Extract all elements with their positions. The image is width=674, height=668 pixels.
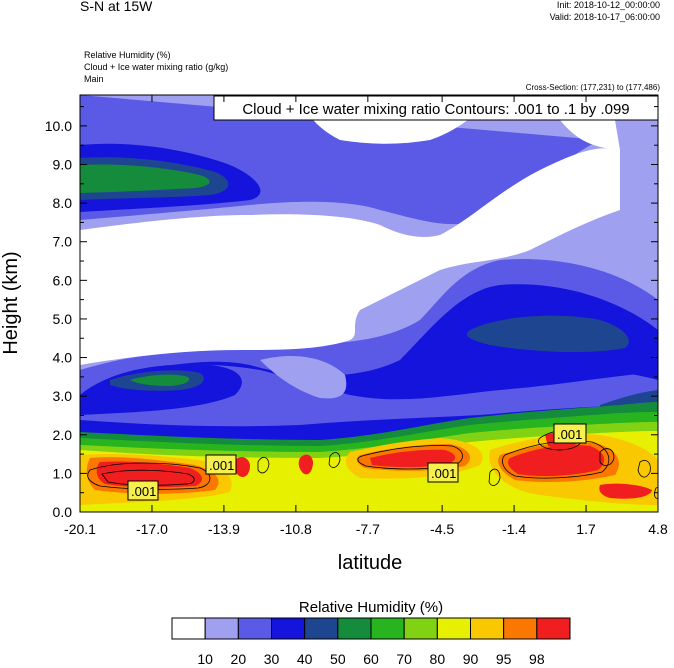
x-tick-label: -17.0 xyxy=(136,521,168,537)
cloud-contour-6 xyxy=(599,448,615,466)
field-label-main: Main xyxy=(84,74,104,84)
colorbar-swatch xyxy=(470,617,505,640)
contour-labels: .001 .001 .001 .001 xyxy=(127,423,587,501)
cross-section-label: Cross-Section: (177,231) to (177,486) xyxy=(525,83,660,92)
rh-band-100-f xyxy=(234,457,250,477)
contour-label-1: .001 xyxy=(209,458,234,473)
colorbar-swatch xyxy=(503,617,538,640)
cloud-contour-11 xyxy=(488,468,501,486)
rh-band-50-r xyxy=(466,315,629,352)
colorbar-swatch xyxy=(271,617,306,640)
colorbar-swatch xyxy=(171,617,206,640)
chart-title-box xyxy=(213,95,659,121)
contour-label-3: .001 xyxy=(431,466,456,481)
colorbar: 10 20 30 40 50 60 70 80 90 95 98 xyxy=(171,617,571,667)
y-tick-label: 4.0 xyxy=(53,350,73,366)
colorbar-swatch xyxy=(304,617,339,640)
y-tick-label: 10.0 xyxy=(45,118,72,134)
colorbar-tick-label: 95 xyxy=(496,651,512,667)
x-tick-label: -4.5 xyxy=(430,521,454,537)
colorbar-tick-label: 80 xyxy=(430,651,446,667)
colorbar-tick-label: 50 xyxy=(330,651,346,667)
y-tick-label: 7.0 xyxy=(53,234,73,250)
y-tick-label: 0.0 xyxy=(53,504,73,520)
x-tick-label: 4.8 xyxy=(648,521,668,537)
colorbar-swatch xyxy=(204,617,239,640)
chart-title: Cloud + Ice water mixing ratio Contours:… xyxy=(242,101,629,118)
rh-band-60-l xyxy=(130,374,190,386)
valid-time: Valid: 2018-10-17_06:00:00 xyxy=(549,12,660,22)
y-axis-label: Height (km) xyxy=(0,251,22,354)
rh-band-100-e xyxy=(599,483,652,499)
cloud-contour-10 xyxy=(654,487,658,499)
colorbar-tick-label: 70 xyxy=(396,651,412,667)
colorbar-title: Relative Humidity (%) xyxy=(299,599,443,616)
field-label-rh: Relative Humidity (%) xyxy=(84,50,171,60)
plot-title: S-N at 15W xyxy=(80,0,153,14)
rh-field xyxy=(80,95,658,512)
y-tick-label: 8.0 xyxy=(53,195,73,211)
y-tick-label: 9.0 xyxy=(53,157,73,173)
contour-label-2: .001 xyxy=(131,484,156,499)
colorbar-tick-label: 30 xyxy=(264,651,280,667)
colorbar-tick-label: 90 xyxy=(463,651,479,667)
rh-band-20-lower xyxy=(260,355,347,399)
rh-band-10-right xyxy=(560,115,620,150)
y-tick-label: 6.0 xyxy=(53,272,73,288)
rh-band-60-ul xyxy=(80,164,210,193)
rh-band-100-g xyxy=(298,454,313,475)
contour-label-box-2 xyxy=(127,480,159,501)
y-axis: 0.0 1.0 2.0 3.0 4.0 5.0 6.0 7.0 8.0 9.0 10.0 xyxy=(45,106,658,520)
contour-label-box-4 xyxy=(553,423,587,444)
colorbar-tick-label: 20 xyxy=(231,651,247,667)
x-tick-label: 1.7 xyxy=(576,521,596,537)
colorbar-swatch xyxy=(536,617,571,640)
cloud-contour-7 xyxy=(637,460,651,478)
cloud-contour-9 xyxy=(328,452,341,468)
x-tick-label: -13.9 xyxy=(208,521,240,537)
colorbar-swatch xyxy=(237,617,272,640)
contour-label-box-3 xyxy=(427,462,459,483)
x-tick-label: -10.8 xyxy=(280,521,312,537)
colorbar-tick-label: 40 xyxy=(297,651,313,667)
rh-band-100-a xyxy=(96,461,202,488)
cloud-contour-1 xyxy=(87,462,211,490)
x-tick-label: -1.4 xyxy=(502,521,526,537)
y-tick-label: 5.0 xyxy=(53,311,73,327)
colorbar-tick-label: 98 xyxy=(529,651,545,667)
colorbar-swatch xyxy=(337,617,372,640)
x-tick-label: -7.7 xyxy=(356,521,380,537)
y-tick-label: 1.0 xyxy=(53,465,73,481)
init-time: Init: 2018-10-12_00:00:00 xyxy=(556,0,660,10)
contour-label-box-1 xyxy=(205,454,237,475)
y-tick-label: 2.0 xyxy=(53,427,73,443)
colorbar-swatch xyxy=(403,617,438,640)
colorbar-swatch xyxy=(436,617,472,640)
colorbar-swatch xyxy=(370,617,405,640)
plot-frame xyxy=(79,94,659,513)
field-label-qcloud: Cloud + Ice water mixing ratio (g/kg) xyxy=(84,62,229,72)
y-tick-label: 3.0 xyxy=(53,388,73,404)
x-axis: -20.1 -17.0 -13.9 -10.8 -7.7 -4.5 -1.4 1.7 4.8 xyxy=(64,95,668,537)
colorbar-tick-label: 60 xyxy=(363,651,379,667)
x-tick-label: -20.1 xyxy=(64,521,96,537)
rh-band-10 xyxy=(80,148,620,365)
cloud-contour-8 xyxy=(257,456,270,474)
contour-label-4: .001 xyxy=(557,427,582,442)
colorbar-tick-label: 10 xyxy=(197,651,213,667)
x-axis-label: latitude xyxy=(338,552,403,574)
rh-band-100-c xyxy=(508,445,605,477)
